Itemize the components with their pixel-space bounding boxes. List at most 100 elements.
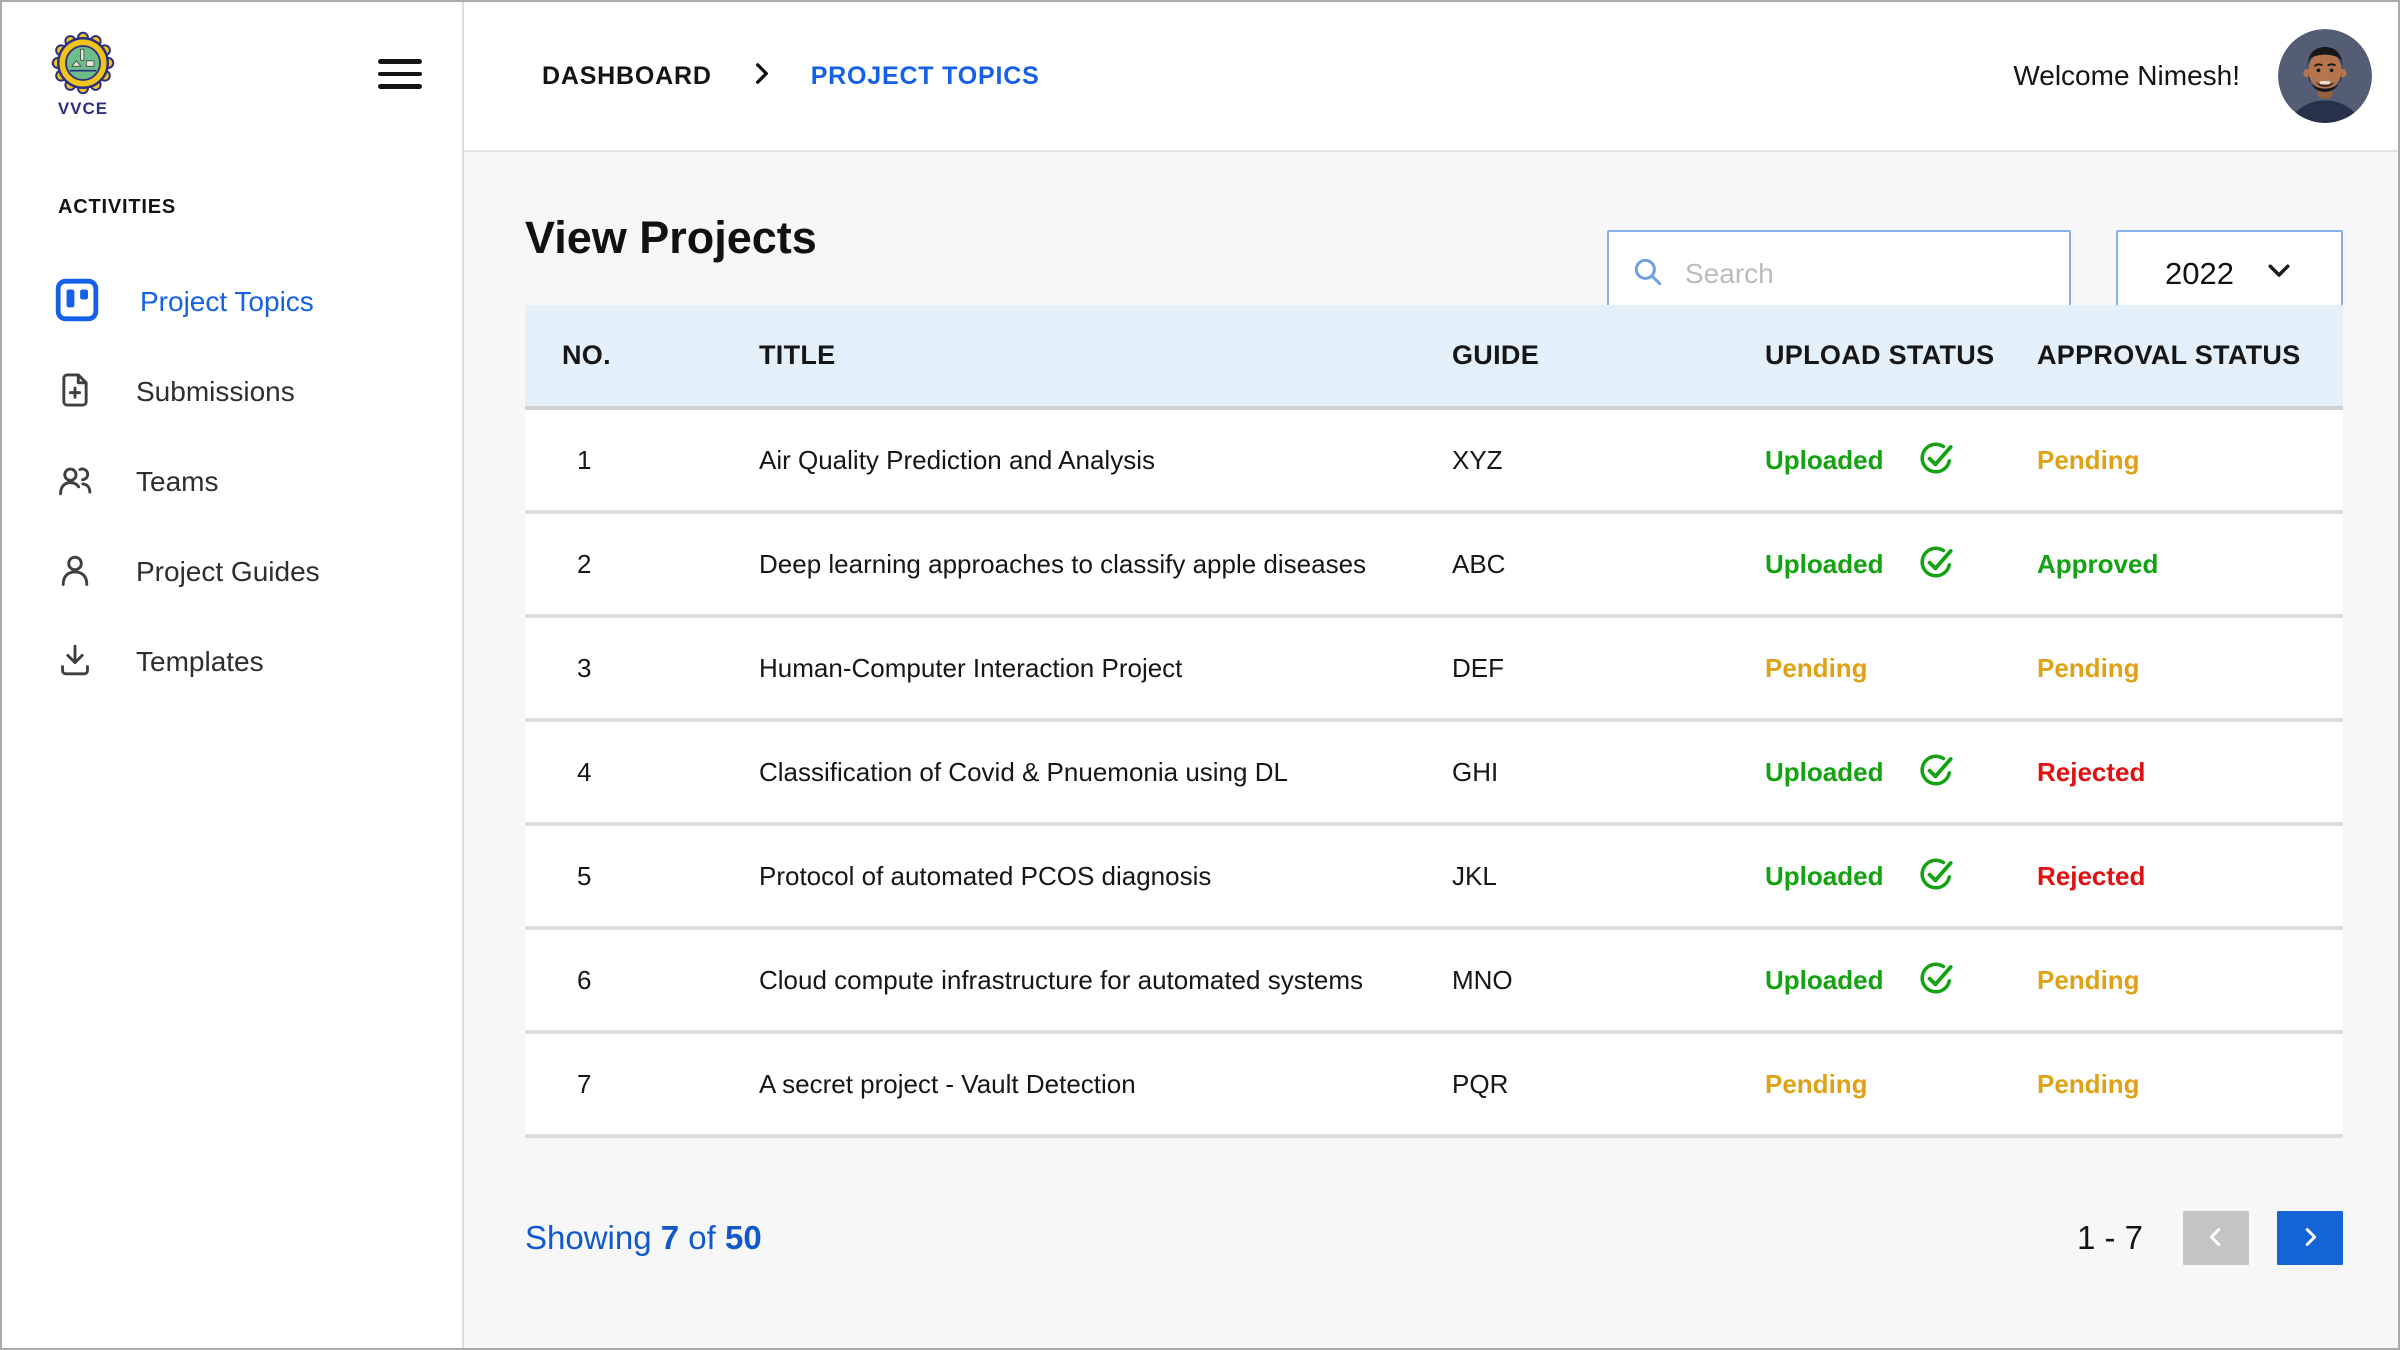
upload-status-text: Uploaded (1765, 964, 1884, 995)
table-row[interactable]: 4 Classification of Covid & Pnuemonia usi… (525, 722, 2343, 826)
cell-upload-status: Pending (1728, 653, 2000, 684)
cell-title: A secret project - Vault Detection (759, 1068, 1136, 1099)
sidebar-item-teams[interactable]: Teams (2, 437, 462, 527)
college-emblem-gear-icon (50, 31, 116, 100)
user-avatar[interactable] (2278, 29, 2372, 123)
search-input[interactable] (1685, 258, 2047, 290)
logo: VVCE (36, 30, 130, 119)
cell-approval-status: Pending (2037, 652, 2140, 683)
table-row[interactable]: 7 A secret project - Vault Detection PQR Pe… (525, 1034, 2343, 1138)
table-footer: Showing 7 of 50 1 - 7 (525, 1210, 2343, 1266)
table-row[interactable]: 3 Human-Computer Interaction Project DEF Pe… (525, 618, 2343, 722)
sidebar-item-project-topics[interactable]: Project Topics (2, 257, 462, 347)
search-icon (1631, 255, 1665, 294)
cell-upload-status: Uploaded (1728, 750, 2000, 795)
cell-title: Deep learning approaches to classify app… (759, 548, 1367, 579)
cell-upload-status: Uploaded (1728, 958, 2000, 1003)
upload-status-text: Pending (1765, 1068, 1868, 1099)
sidebar-menu: Project Topics Submissions (2, 257, 462, 707)
cell-approval-status: Rejected (2037, 860, 2146, 891)
menu-icon[interactable] (378, 59, 422, 89)
check-circle-icon (1919, 750, 1957, 795)
sidebar-item-project-guides[interactable]: Project Guides (2, 527, 462, 617)
people-icon (54, 459, 96, 506)
cell-title: Cloud compute infrastructure for automat… (759, 964, 1364, 995)
cell-upload-status: Uploaded (1728, 438, 2000, 483)
sidebar-item-label: Submissions (136, 376, 295, 407)
cell-upload-status: Uploaded (1728, 854, 2000, 899)
cell-guide: GHI (1452, 756, 1499, 787)
cell-approval-status: Pending (2037, 444, 2140, 475)
cell-approval-status: Approved (2037, 548, 2159, 579)
column-header-guide: GUIDE (1452, 340, 1540, 370)
breadcrumb-project-topics[interactable]: PROJECT TOPICS (810, 61, 1040, 90)
pagination: 1 - 7 (2077, 1211, 2343, 1265)
column-header-no: NO. (562, 340, 611, 370)
cell-guide: JKL (1452, 860, 1497, 891)
cell-upload-status: Pending (1728, 1069, 2000, 1100)
cell-approval-status: Rejected (2037, 756, 2146, 787)
cell-title: Classification of Covid & Pnuemonia usin… (759, 756, 1288, 787)
cell-approval-status: Pending (2037, 1068, 2140, 1099)
cell-title: Air Quality Prediction and Analysis (759, 444, 1155, 475)
cell-no: 4 (577, 756, 592, 787)
main-content: View Projects 2022 NO. TITLE GU (466, 154, 2398, 1348)
check-circle-icon (1919, 958, 1957, 1003)
projects-table: NO. TITLE GUIDE UPLOAD STATUS APPROVAL S… (525, 305, 2343, 1138)
upload-status-text: Uploaded (1765, 860, 1884, 891)
cell-no: 1 (577, 444, 592, 475)
chevron-right-icon (2297, 1224, 2323, 1253)
cell-upload-status: Uploaded (1728, 542, 2000, 587)
cell-no: 3 (577, 652, 592, 683)
sidebar-item-label: Project Topics (140, 286, 314, 317)
cell-no: 5 (577, 860, 592, 891)
check-circle-icon (1919, 438, 1957, 483)
table-row[interactable]: 6 Cloud compute infrastructure for automa… (525, 930, 2343, 1034)
top-bar-right: Welcome Nimesh! (2013, 29, 2372, 123)
cell-no: 6 (577, 964, 592, 995)
sidebar-item-templates[interactable]: Templates (2, 617, 462, 707)
cell-guide: MNO (1452, 964, 1513, 995)
table-row[interactable]: 2 Deep learning approaches to classify ap… (525, 514, 2343, 618)
sidebar-item-label: Templates (136, 646, 264, 677)
previous-page-button[interactable] (2183, 1211, 2249, 1265)
page-title: View Projects (525, 212, 817, 263)
cell-guide: ABC (1452, 548, 1506, 579)
table-row[interactable]: 1 Air Quality Prediction and Analysis XYZ U… (525, 410, 2343, 514)
cell-title: Human-Computer Interaction Project (759, 652, 1183, 683)
next-page-button[interactable] (2277, 1211, 2343, 1265)
column-header-upload-status: UPLOAD STATUS (1765, 340, 1995, 370)
upload-status-text: Uploaded (1765, 548, 1884, 579)
sidebar-item-label: Project Guides (136, 556, 320, 587)
year-select-value: 2022 (2165, 256, 2234, 291)
showing-count: Showing 7 of 50 (525, 1219, 762, 1256)
upload-status-text: Uploaded (1765, 756, 1884, 787)
upload-status-text: Uploaded (1765, 444, 1884, 475)
table-body: 1 Air Quality Prediction and Analysis XYZ U… (525, 410, 2343, 1138)
cell-title: Protocol of automated PCOS diagnosis (759, 860, 1212, 891)
download-icon (54, 639, 96, 686)
year-select[interactable]: 2022 (2116, 230, 2343, 318)
chevron-down-icon (2264, 255, 2294, 293)
cell-no: 2 (577, 548, 592, 579)
sidebar-section-title: ACTIVITIES (58, 196, 177, 218)
check-circle-icon (1919, 542, 1957, 587)
cell-guide: DEF (1452, 652, 1504, 683)
cell-guide: PQR (1452, 1068, 1509, 1099)
table-row[interactable]: 5 Protocol of automated PCOS diagnosis JKL… (525, 826, 2343, 930)
top-bar: DASHBOARD PROJECT TOPICS Welcome Nimesh! (464, 2, 2398, 152)
logo-label: VVCE (57, 99, 109, 118)
page-range-label: 1 - 7 (2076, 1219, 2143, 1256)
document-add-icon (54, 369, 96, 416)
kanban-board-icon (54, 277, 100, 328)
welcome-text: Welcome Nimesh! (2013, 60, 2240, 91)
chevron-left-icon (2203, 1224, 2229, 1253)
breadcrumb: DASHBOARD PROJECT TOPICS (542, 60, 1040, 92)
cell-approval-status: Pending (2037, 964, 2140, 995)
sidebar-item-label: Teams (136, 466, 219, 497)
sidebar: VVCE ACTIVITIES Project Topics (2, 2, 464, 1348)
sidebar-item-submissions[interactable]: Submissions (2, 347, 462, 437)
breadcrumb-dashboard[interactable]: DASHBOARD (542, 61, 712, 90)
column-header-title: TITLE (759, 340, 836, 370)
